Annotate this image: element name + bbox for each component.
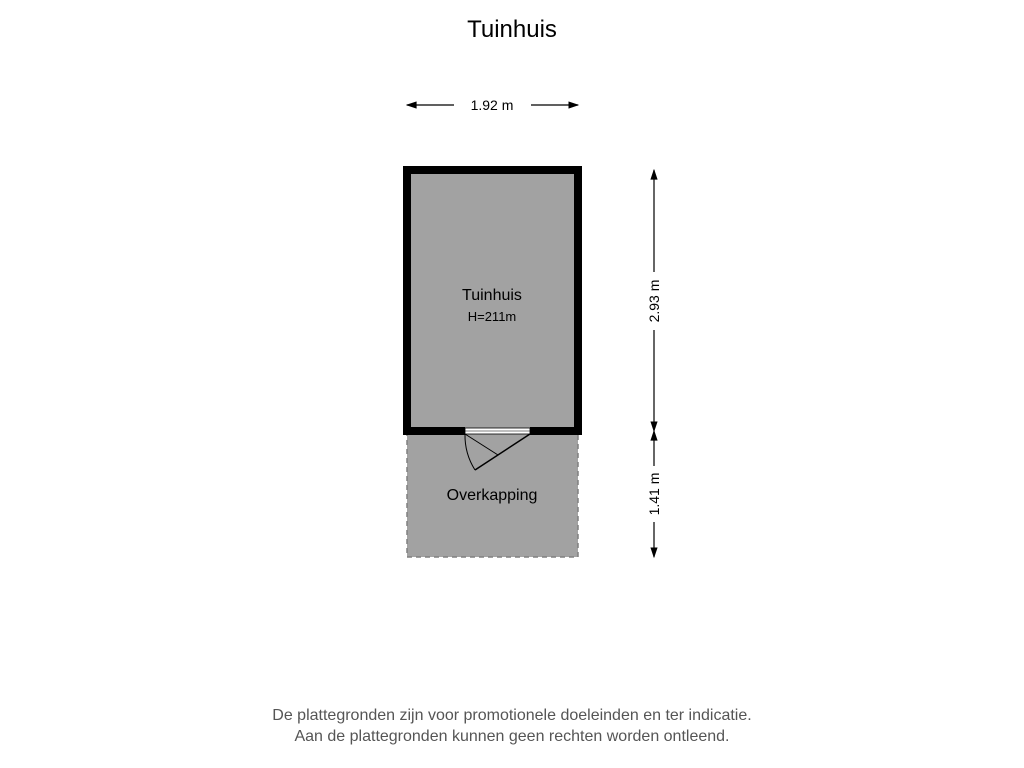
wall-left (403, 166, 411, 435)
room-tuinhuis-sublabel: H=211m (468, 309, 517, 324)
room-overkapping-label: Overkapping (447, 487, 538, 504)
dimension-top-label: 1.92 m (471, 97, 514, 113)
wall-top (403, 166, 582, 174)
disclaimer-line-1: De plattegronden zijn voor promotionele … (0, 705, 1024, 727)
dimension-right-upper: 2.93 m (646, 170, 662, 431)
dimension-right-upper-label: 2.93 m (646, 280, 662, 323)
dimension-right-lower: 1.41 m (646, 431, 662, 557)
dimension-top: 1.92 m (407, 97, 578, 113)
floorplan-svg: Tuinhuis H=211m Overkapping 1.92 m 2.93 … (0, 0, 1024, 768)
floorplan-container: Tuinhuis H=211m Overkapping 1.92 m 2.93 … (0, 0, 1024, 768)
dimension-right-lower-label: 1.41 m (646, 473, 662, 516)
disclaimer: De plattegronden zijn voor promotionele … (0, 705, 1024, 748)
wall-bottom-right (530, 427, 582, 435)
disclaimer-line-2: Aan de plattegronden kunnen geen rechten… (0, 726, 1024, 748)
wall-right (574, 166, 582, 435)
room-tuinhuis-label: Tuinhuis (462, 287, 522, 304)
wall-bottom-left (403, 427, 465, 435)
